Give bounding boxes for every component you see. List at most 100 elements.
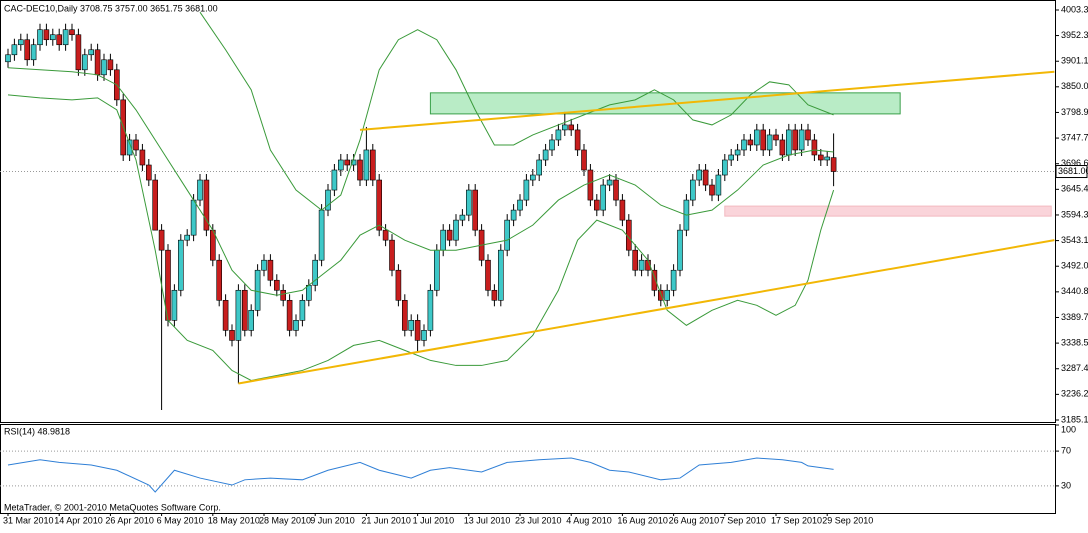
candle-body xyxy=(267,259,274,281)
candle-body xyxy=(485,259,491,291)
candle-body xyxy=(504,219,511,251)
current-price-box xyxy=(1055,165,1088,179)
x-tick-label: 18 May 2010 xyxy=(208,515,260,525)
candle-body xyxy=(702,169,709,186)
candle-body xyxy=(773,134,779,141)
candle-body xyxy=(689,179,696,201)
candle-body xyxy=(760,129,767,151)
candle-body xyxy=(293,320,299,331)
candle-body xyxy=(178,239,184,291)
candle-body xyxy=(369,149,376,181)
candle-body xyxy=(344,159,351,166)
candle-body xyxy=(254,269,261,311)
candle-body xyxy=(62,29,69,46)
candle-body xyxy=(261,259,267,271)
rsi-plot xyxy=(0,450,1055,493)
candle-body xyxy=(107,59,114,71)
candle-body xyxy=(472,189,479,231)
candle-body xyxy=(203,179,210,231)
rsi-panel xyxy=(0,424,1056,514)
candle-body xyxy=(197,179,203,201)
x-tick-label: 7 Sep 2010 xyxy=(720,515,766,525)
candle-body xyxy=(395,269,402,301)
y-tick-label: 3185.10 xyxy=(1061,414,1088,424)
candle-body xyxy=(5,54,11,63)
candle-body xyxy=(830,157,837,172)
x-tick-label: 6 May 2010 xyxy=(157,515,204,525)
candle-body xyxy=(133,139,139,151)
candle-body xyxy=(94,49,101,76)
candle-body xyxy=(408,320,415,331)
x-tick-label: 23 Jul 2010 xyxy=(515,515,562,525)
candle-body xyxy=(792,129,799,151)
x-tick-label: 14 Apr 2010 xyxy=(54,515,103,525)
candle-body xyxy=(542,149,549,161)
candle-body xyxy=(331,169,338,191)
y-tick-label: 4003.35 xyxy=(1061,4,1088,14)
candle-body xyxy=(721,159,728,176)
candle-body xyxy=(619,199,626,221)
candle-body xyxy=(337,159,344,171)
candle-body xyxy=(613,179,619,201)
candle-body xyxy=(88,49,94,56)
x-tick-label: 28 May 2010 xyxy=(259,515,311,525)
candle-body xyxy=(273,279,280,291)
x-tick-label: 1 Jul 2010 xyxy=(413,515,455,525)
candle-body xyxy=(709,184,715,196)
candle-body xyxy=(459,214,466,221)
y-tick-label: 3236.25 xyxy=(1061,389,1088,399)
candle-body xyxy=(491,289,498,301)
candle-body xyxy=(82,54,88,71)
candle-body xyxy=(581,149,587,171)
candle-body xyxy=(446,229,453,241)
candle-body xyxy=(382,229,389,241)
trendline xyxy=(359,70,1055,131)
candle-body xyxy=(389,239,395,271)
x-tick-label: 21 Jun 2010 xyxy=(361,515,411,525)
candle-body xyxy=(414,320,421,341)
candle-body xyxy=(421,330,427,341)
footer: MetaTrader, © 2001-2010 MetaQuotes Softw… xyxy=(4,502,221,512)
candle-body xyxy=(555,129,562,141)
candle-body xyxy=(593,199,600,211)
candle-body xyxy=(805,129,811,141)
y-tick-label: 3594.30 xyxy=(1061,209,1088,219)
candle-body xyxy=(798,129,805,151)
candle-body xyxy=(561,124,568,131)
band-line xyxy=(7,67,834,296)
candle-body xyxy=(568,124,575,131)
candle-body xyxy=(56,34,63,46)
y-tick-label: 30 xyxy=(1061,480,1071,490)
candle-body xyxy=(766,134,773,151)
candle-body xyxy=(517,199,523,211)
current-price-label: 3681.00 xyxy=(1058,166,1088,176)
y-tick-label: 70 xyxy=(1061,445,1071,455)
candle-body xyxy=(24,39,31,61)
candle-body xyxy=(606,179,613,186)
candle-body xyxy=(670,269,677,291)
candle-body xyxy=(510,209,517,221)
candle-body xyxy=(17,39,24,46)
candle-body xyxy=(600,184,607,211)
candle-body xyxy=(235,289,242,341)
candle-body xyxy=(69,29,75,36)
axes: 4003.35 3952.35 3901.10 3850.05 3798.90 3747.… xyxy=(3,4,1088,525)
candle-body xyxy=(651,269,658,291)
y-tick-label: 3543.15 xyxy=(1061,235,1088,245)
candle-body xyxy=(657,289,664,301)
candle-body xyxy=(632,249,639,271)
x-tick-label: 17 Sep 2010 xyxy=(771,515,822,525)
candle-body xyxy=(101,59,107,76)
candle-body xyxy=(677,229,683,271)
candle-body xyxy=(363,149,370,181)
x-tick-label: 16 Aug 2010 xyxy=(617,515,668,525)
candle-body xyxy=(139,149,146,166)
candle-body xyxy=(30,44,37,61)
candle-body xyxy=(734,149,741,156)
candle-body xyxy=(43,29,50,41)
candle-body xyxy=(747,139,754,146)
candle-body xyxy=(11,44,18,56)
candle-body xyxy=(299,299,306,321)
